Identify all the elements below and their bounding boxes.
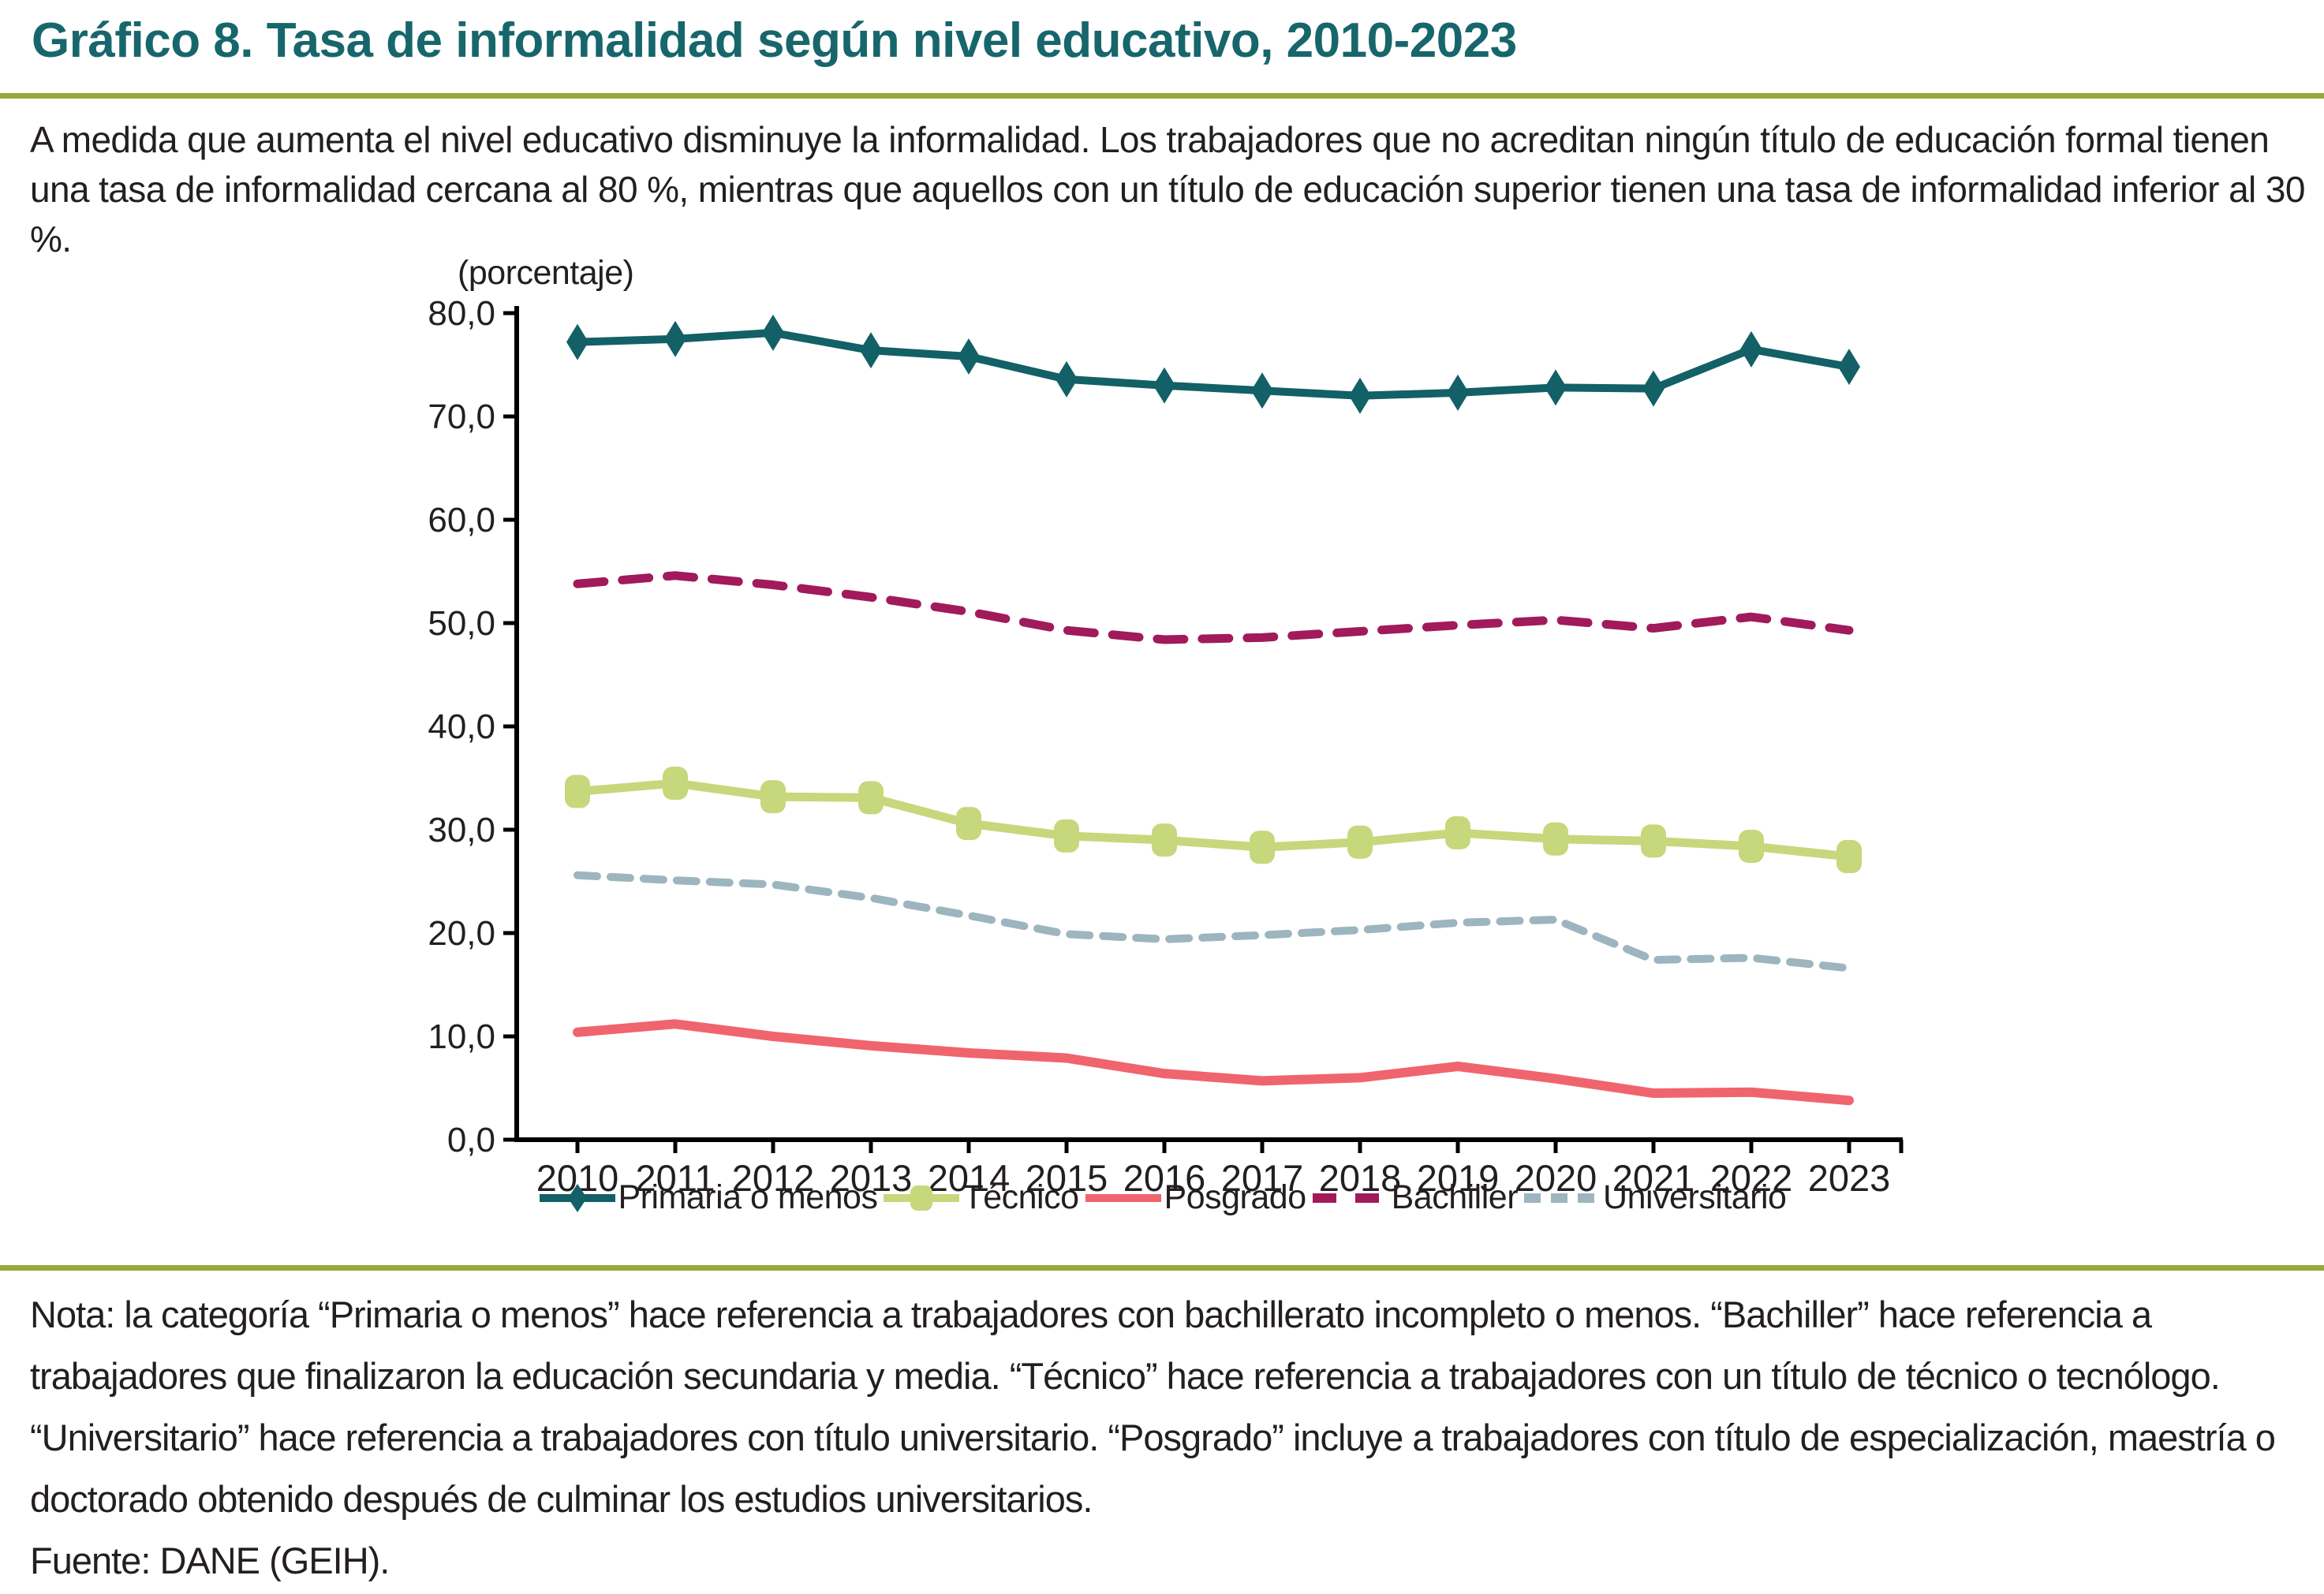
legend-item-técnico: Técnico xyxy=(882,1178,1079,1217)
data-point-marker xyxy=(566,323,588,360)
svg-text:2017: 2017 xyxy=(1221,1157,1304,1199)
source-text: Fuente: DANE (GEIH). xyxy=(30,1540,390,1581)
legend-swatch xyxy=(1524,1193,1601,1203)
data-point-marker xyxy=(1153,367,1175,404)
svg-text:2015: 2015 xyxy=(1026,1157,1108,1199)
series-universitario xyxy=(574,871,1853,972)
data-point-marker xyxy=(1642,370,1665,407)
series-bachiller xyxy=(573,571,1854,644)
note-text: Nota: la categoría “Primaria o menos” ha… xyxy=(30,1293,2276,1520)
legend-swatch xyxy=(1085,1193,1161,1202)
svg-text:2021: 2021 xyxy=(1612,1157,1695,1199)
legend-label: Posgrado xyxy=(1164,1178,1307,1216)
data-point-marker xyxy=(1740,330,1762,368)
footnote-block: Nota: la categoría “Primaria o menos” ha… xyxy=(30,1284,2318,1592)
accent-rule-top xyxy=(0,93,2324,99)
data-point-marker xyxy=(1641,824,1666,858)
svg-text:2023: 2023 xyxy=(1808,1157,1891,1199)
data-point-marker xyxy=(1054,819,1079,853)
svg-text:30,0: 30,0 xyxy=(428,811,495,849)
data-point-marker xyxy=(1739,829,1764,863)
legend-label: Técnico xyxy=(962,1178,1079,1216)
data-point-marker xyxy=(1152,823,1177,857)
intro-paragraph: A medida que aumenta el nivel educativo … xyxy=(30,119,2305,259)
svg-text:2022: 2022 xyxy=(1710,1157,1793,1199)
data-point-marker xyxy=(664,320,686,357)
y-axis-unit-label: (porcentaje) xyxy=(458,254,634,292)
legend-item-bachiller: Bachiller xyxy=(1311,1178,1519,1217)
data-point-marker xyxy=(663,767,688,801)
legend-item-primaria-o-menos: Primaria o menos xyxy=(538,1178,878,1217)
svg-text:2019: 2019 xyxy=(1417,1157,1500,1199)
data-point-marker xyxy=(1445,816,1470,849)
data-point-marker xyxy=(1347,825,1373,859)
svg-text:2013: 2013 xyxy=(830,1157,913,1199)
data-point-marker xyxy=(1545,369,1567,406)
data-point-marker xyxy=(956,807,981,841)
svg-text:40,0: 40,0 xyxy=(428,707,495,746)
data-point-marker xyxy=(1250,831,1275,864)
data-point-marker xyxy=(860,332,882,369)
chart-title: Gráfico 8. Tasa de informalidad según ni… xyxy=(32,13,1517,68)
svg-text:2020: 2020 xyxy=(1515,1157,1597,1199)
data-point-marker xyxy=(958,338,980,375)
legend-item-posgrado: Posgrado xyxy=(1084,1178,1306,1217)
data-point-marker xyxy=(762,314,784,351)
series-primaria-o-menos xyxy=(566,314,1860,414)
legend-swatch xyxy=(539,1183,615,1212)
chart-legend: Primaria o menos Técnico Posgrado Bachiller… xyxy=(0,1178,2324,1217)
legend-label: Bachiller xyxy=(1391,1178,1519,1216)
legend-swatch xyxy=(1312,1193,1388,1203)
data-point-marker xyxy=(1838,349,1860,386)
data-point-marker xyxy=(1836,840,1862,874)
svg-text:20,0: 20,0 xyxy=(428,914,495,953)
svg-text:10,0: 10,0 xyxy=(428,1017,495,1056)
svg-text:2012: 2012 xyxy=(732,1157,815,1199)
svg-text:2011: 2011 xyxy=(635,1157,715,1199)
legend-label: Universitario xyxy=(1603,1178,1787,1216)
legend-item-universitario: Universitario xyxy=(1523,1178,1787,1217)
accent-rule-bottom xyxy=(0,1265,2324,1271)
series-posgrado xyxy=(573,1019,1854,1106)
data-point-marker xyxy=(1349,377,1371,414)
svg-text:2014: 2014 xyxy=(928,1157,1011,1199)
svg-text:2016: 2016 xyxy=(1123,1157,1206,1199)
legend-swatch xyxy=(884,1185,960,1211)
svg-text:50,0: 50,0 xyxy=(428,604,495,643)
svg-text:60,0: 60,0 xyxy=(428,501,495,539)
svg-text:80,0: 80,0 xyxy=(428,294,495,333)
legend-label: Primaria o menos xyxy=(618,1178,878,1216)
series-técnico xyxy=(565,767,1862,874)
data-point-marker xyxy=(1543,822,1568,856)
data-point-marker xyxy=(1447,374,1469,411)
svg-text:2018: 2018 xyxy=(1319,1157,1402,1199)
data-point-marker xyxy=(760,780,786,814)
svg-text:0,0: 0,0 xyxy=(447,1121,495,1159)
axes xyxy=(503,306,1904,1153)
data-point-marker xyxy=(565,775,590,808)
data-point-marker xyxy=(1056,360,1078,398)
y-tick-labels: 0,0 10,0 20,0 30,0 40,0 50,0 60,0 70,0 80,0 xyxy=(428,294,495,1159)
data-point-marker xyxy=(858,781,884,815)
data-point-marker xyxy=(1251,372,1273,409)
x-tick-labels: 2010 2011 2012 2013 2014 2015 2016 2017 2018 2019… xyxy=(536,1157,1891,1199)
svg-text:70,0: 70,0 xyxy=(428,398,495,436)
